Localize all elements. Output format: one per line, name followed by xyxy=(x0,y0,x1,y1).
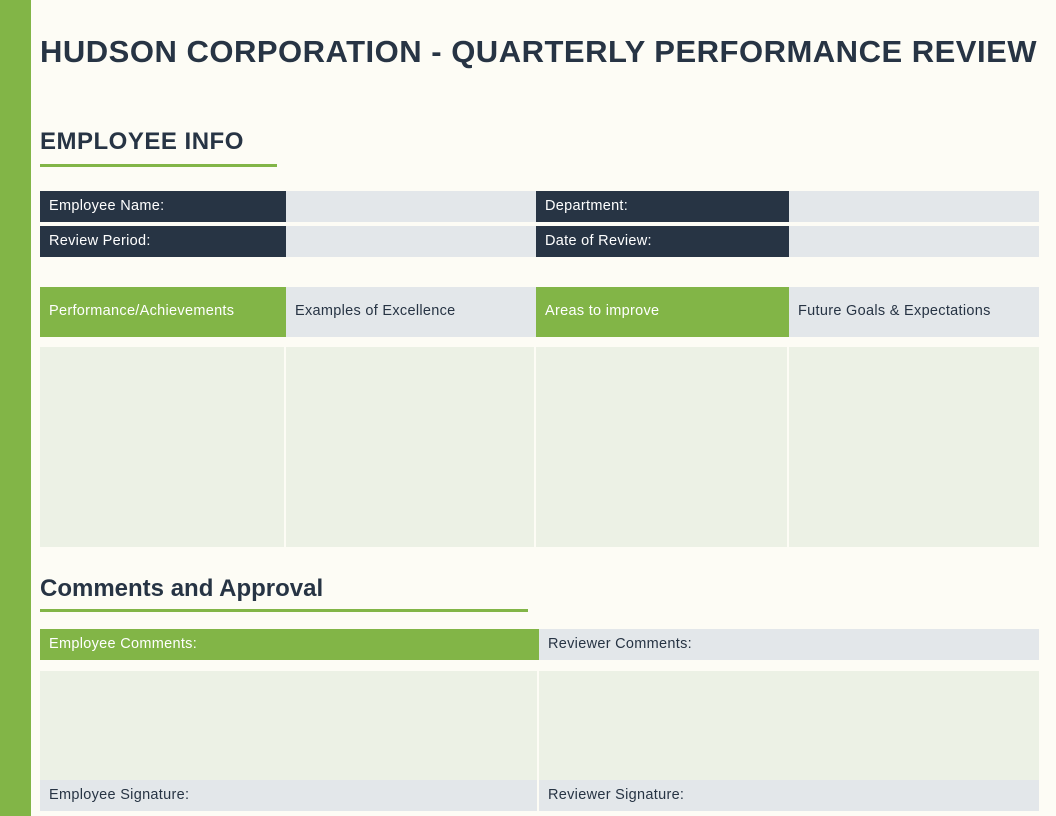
label-review-period: Review Period: xyxy=(40,226,286,257)
section-underline-wide xyxy=(40,609,528,612)
employee-info-grid: Employee Name: Department: Review Period… xyxy=(40,191,1046,257)
category-improve: Areas to improve xyxy=(536,287,789,337)
category-performance: Performance/Achievements xyxy=(40,287,286,337)
input-employee-comments[interactable] xyxy=(40,671,539,780)
input-reviewer-comments[interactable] xyxy=(539,671,1039,780)
input-goals[interactable] xyxy=(789,347,1039,547)
categories-header: Performance/Achievements Examples of Exc… xyxy=(40,287,1046,337)
category-excellence: Examples of Excellence xyxy=(286,287,536,337)
category-goals: Future Goals & Expectations xyxy=(789,287,1039,337)
label-employee-name: Employee Name: xyxy=(40,191,286,222)
input-performance[interactable] xyxy=(40,347,286,547)
categories-body xyxy=(40,347,1046,547)
signature-row: Employee Signature: Reviewer Signature: xyxy=(40,780,1046,811)
label-department: Department: xyxy=(536,191,789,222)
section-comments-approval: Comments and Approval xyxy=(40,575,1046,603)
section-employee-info: EMPLOYEE INFO xyxy=(40,128,1046,156)
comments-header: Employee Comments: Reviewer Comments: xyxy=(40,629,1046,660)
page-content: HUDSON CORPORATION - QUARTERLY PERFORMAN… xyxy=(31,0,1056,816)
section-underline xyxy=(40,164,277,167)
comments-body xyxy=(40,671,1046,780)
label-reviewer-comments: Reviewer Comments: xyxy=(539,629,1039,660)
label-reviewer-signature: Reviewer Signature: xyxy=(539,780,1039,811)
input-date-of-review[interactable] xyxy=(789,226,1039,257)
input-employee-name[interactable] xyxy=(286,191,536,222)
page-title: HUDSON CORPORATION - QUARTERLY PERFORMAN… xyxy=(40,34,1046,70)
input-excellence[interactable] xyxy=(286,347,536,547)
label-date-of-review: Date of Review: xyxy=(536,226,789,257)
left-accent-bar xyxy=(0,0,31,816)
input-department[interactable] xyxy=(789,191,1039,222)
input-improve[interactable] xyxy=(536,347,789,547)
label-employee-comments: Employee Comments: xyxy=(40,629,539,660)
input-review-period[interactable] xyxy=(286,226,536,257)
label-employee-signature: Employee Signature: xyxy=(40,780,539,811)
